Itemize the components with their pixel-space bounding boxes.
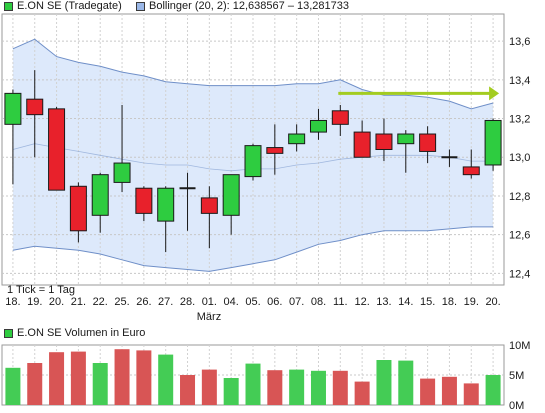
x-tick-label: 07. [289, 296, 304, 308]
price-y-tick-label: 12,6 [509, 230, 530, 242]
price-y-tick-label: 13,2 [509, 114, 530, 126]
volume-bar [420, 378, 436, 405]
candle-body [48, 108, 66, 191]
price-y-tick-label: 13,6 [509, 36, 530, 48]
volume-bar [223, 378, 239, 405]
x-tick-label: 18. [5, 296, 20, 308]
volume-legend-label: E.ON SE Volumen in Euro [17, 327, 146, 339]
volume-y-tick-label: 0M [509, 400, 524, 412]
x-tick-label: 08. [311, 296, 326, 308]
volume-bar [136, 350, 152, 405]
candle-body [91, 174, 109, 216]
volume-bar [398, 360, 414, 405]
volume-y-tick-label: 10M [509, 340, 530, 352]
x-tick-label: 06. [267, 296, 282, 308]
candle-body [157, 187, 175, 222]
candle-body [309, 119, 327, 133]
candle-body [113, 162, 131, 183]
candle-body [135, 187, 153, 214]
x-tick-label: 19. [464, 296, 479, 308]
volume-bar [27, 363, 43, 405]
x-tick-label: 20. [49, 296, 64, 308]
bollinger-lower-line [12, 226, 494, 272]
volume-y-tick-label: 5M [509, 370, 524, 382]
bollinger-legend: Bollinger (20, 2): 12,638567 – 13,281733 [136, 0, 349, 13]
volume-bar [332, 370, 348, 405]
candle-body [288, 133, 306, 145]
x-tick-label: 22. [93, 296, 108, 308]
x-tick-label: 12. [354, 296, 369, 308]
volume-bar [441, 376, 457, 405]
bollinger-upper-line [12, 38, 494, 110]
candle-body [200, 197, 218, 214]
bollinger-legend-label: Bollinger (20, 2): 12,638567 – 13,281733 [149, 0, 349, 12]
volume-bar [289, 369, 305, 405]
price-legend-swatch [4, 1, 13, 11]
volume-bar [92, 363, 108, 405]
candle-body [331, 110, 349, 125]
volume-bar [70, 351, 86, 405]
candle-body [4, 92, 22, 125]
tick-footnote: 1 Tick = 1 Tag [7, 284, 75, 296]
price-y-tick-label: 12,4 [509, 268, 530, 280]
month-label: März [197, 311, 221, 323]
x-tick-label: 26. [136, 296, 151, 308]
candle-body [484, 119, 502, 166]
x-tick-label: 01. [202, 296, 217, 308]
candle-body [69, 185, 87, 232]
volume-legend: E.ON SE Volumen in Euro [4, 326, 145, 340]
x-tick-label: 05. [245, 296, 260, 308]
volume-bar [5, 367, 21, 405]
price-y-tick-label: 13,4 [509, 75, 530, 87]
volume-bar [180, 375, 196, 405]
x-tick-label: 11. [333, 296, 347, 308]
x-tick-label: 28. [180, 296, 195, 308]
candle-body [462, 166, 480, 176]
x-tick-label: 14. [398, 296, 413, 308]
volume-legend-swatch [4, 328, 13, 338]
candle-body [375, 133, 393, 150]
x-tick-label: 18. [442, 296, 457, 308]
price-panel: 12,4 12,6 12,8 13,0 13,2 13,4 13,6 18. 19. 20. 21.… [1, 13, 530, 308]
x-tick-label: 04. [224, 296, 239, 308]
x-tick-label: 21. [71, 296, 86, 308]
volume-bar [310, 370, 326, 405]
candle-body [266, 147, 284, 154]
volume-bar [267, 370, 283, 405]
volume-bar [245, 363, 261, 405]
bollinger-legend-swatch [136, 1, 145, 11]
volume-bar [376, 360, 392, 405]
trend-arrow-head [489, 86, 500, 101]
price-legend-label: E.ON SE (Tradegate) [17, 0, 122, 12]
volume-bar [485, 375, 501, 405]
volume-panel: 0M 5M 10M [1, 340, 530, 412]
price-y-tick-label: 12,8 [509, 191, 530, 203]
candle-body [244, 145, 262, 178]
x-tick-label: 15. [420, 296, 435, 308]
volume-bar [201, 369, 217, 405]
price-legend: E.ON SE (Tradegate) [4, 0, 122, 13]
volume-bar [114, 349, 130, 405]
volume-bar [49, 352, 65, 405]
price-y-tick-label: 13,0 [509, 152, 530, 164]
candle-body [26, 98, 44, 116]
x-tick-label: 19. [27, 296, 42, 308]
candle-body [222, 174, 240, 216]
x-tick-label: 13. [376, 296, 391, 308]
candle-body [419, 133, 437, 152]
x-tick-label: 25. [114, 296, 129, 308]
candle-body [397, 133, 415, 145]
volume-bar [463, 383, 479, 405]
volume-bar [158, 354, 174, 405]
x-tick-label: 27. [158, 296, 173, 308]
x-tick-label: 20. [485, 296, 500, 308]
volume-bar [354, 381, 370, 405]
candle-body [353, 131, 371, 158]
